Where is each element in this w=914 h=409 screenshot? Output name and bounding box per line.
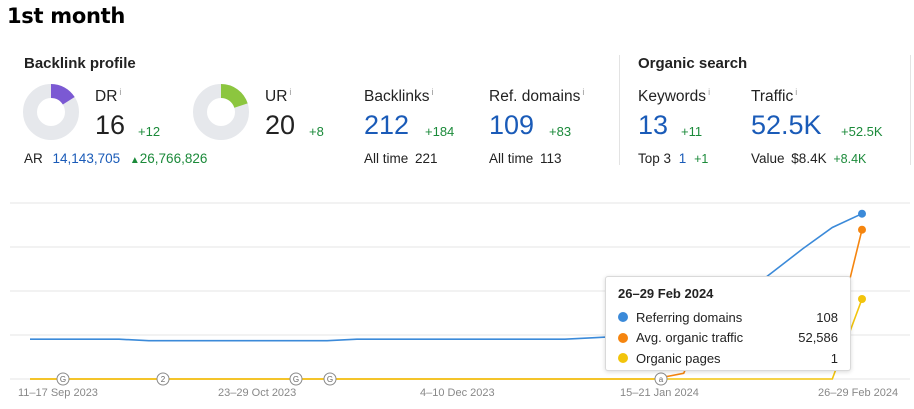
x-tick-label: 4–10 Dec 2023 xyxy=(420,387,495,399)
keywords-value[interactable]: 13 xyxy=(638,110,669,140)
ur-value: 20 xyxy=(265,110,296,140)
tooltip-row-name: Avg. organic traffic xyxy=(636,330,744,346)
dr-label: DR i xyxy=(95,87,121,106)
ur-delta: +8 xyxy=(309,124,324,139)
annotation-marker-circle xyxy=(654,372,668,386)
x-tick-label: 23–29 Oct 2023 xyxy=(218,387,297,399)
dr-info-icon[interactable]: i xyxy=(119,87,122,97)
tooltip-row-name: Organic pages xyxy=(636,350,721,366)
backlinks-all-time-label: All time xyxy=(364,151,409,166)
dr-value: 16 xyxy=(95,110,126,140)
tooltip-row-organic-pages: Organic pages 1 xyxy=(618,348,838,369)
keywords-top3-delta: +1 xyxy=(694,152,709,166)
backlinks-delta: +184 xyxy=(425,124,455,139)
traffic-label-text: Traffic xyxy=(751,88,794,106)
ur-info-icon[interactable]: i xyxy=(289,87,292,97)
annotation-marker: a xyxy=(654,372,668,386)
page-title: 1st month xyxy=(7,4,126,28)
traffic-label: Traffic i xyxy=(751,87,797,106)
keywords-label: Keywords i xyxy=(638,87,710,106)
annotation-marker-label: G xyxy=(60,375,66,384)
tooltip-row-referring-domains: Referring domains 108 xyxy=(618,307,838,328)
ur-donut-chart xyxy=(193,84,249,140)
traffic-value-row: Value $8.4K +8.4K xyxy=(751,151,866,166)
backlink-profile-title: Backlink profile xyxy=(24,55,136,72)
keywords-delta: +11 xyxy=(681,124,703,139)
ref-domains-all-time-label: All time xyxy=(489,151,534,166)
backlinks-label-text: Backlinks xyxy=(364,88,430,106)
tooltip-row-value: 108 xyxy=(816,309,838,325)
annotation-marker-label: a xyxy=(659,375,664,384)
x-tick-label: 15–21 Jan 2024 xyxy=(620,387,699,399)
keywords-top3-value[interactable]: 1 xyxy=(678,151,687,166)
annotation-marker: G xyxy=(56,372,70,386)
ref-domains-label-text: Ref. domains xyxy=(489,88,581,106)
x-tick-label: 26–29 Feb 2024 xyxy=(818,387,899,399)
traffic-info-icon[interactable]: i xyxy=(795,87,798,97)
traffic-value-delta: +8.4K xyxy=(833,152,867,166)
traffic-value-label: Value xyxy=(751,151,785,166)
referring-domains-legend-dot xyxy=(618,312,628,323)
annotation-marker: G xyxy=(289,372,303,386)
traffic-value-amount: $8.4K xyxy=(791,151,827,166)
backlinks-info-icon[interactable]: i xyxy=(431,87,434,97)
annotation-marker-circle xyxy=(156,372,170,386)
series-last-point xyxy=(858,295,866,303)
backlinks-value[interactable]: 212 xyxy=(364,110,410,140)
dr-donut-fill xyxy=(23,84,79,140)
ar-label: AR xyxy=(24,151,43,166)
ar-row: AR 14,143,705 ▲26,766,826 xyxy=(24,151,207,166)
ref-domains-delta: +83 xyxy=(549,124,572,139)
x-tick-label: 11–17 Sep 2023 xyxy=(18,387,98,399)
backlinks-all-time: All time 221 xyxy=(364,151,438,166)
keywords-label-text: Keywords xyxy=(638,88,707,106)
ar-up-arrow-icon: ▲ xyxy=(129,155,140,166)
dr-donut-chart xyxy=(23,84,79,140)
organic-pages-legend-dot xyxy=(618,353,628,364)
ref-domains-label: Ref. domains i xyxy=(489,87,584,106)
chart-tooltip: 26–29 Feb 2024 Referring domains 108 Avg… xyxy=(605,276,851,371)
tooltip-row-value: 1 xyxy=(830,350,838,366)
annotation-marker-label: 2 xyxy=(161,375,166,384)
ur-label: UR i xyxy=(265,87,291,106)
ar-delta: 26,766,826 xyxy=(139,151,208,166)
annotation-marker-label: G xyxy=(293,375,299,384)
keywords-info-icon[interactable]: i xyxy=(708,87,711,97)
tooltip-row-organic-traffic: Avg. organic traffic 52,586 xyxy=(618,328,838,349)
tooltip-date: 26–29 Feb 2024 xyxy=(618,286,714,301)
organic-search-title: Organic search xyxy=(638,55,748,72)
annotation-marker: 2 xyxy=(156,372,170,386)
backlinks-all-time-value: 221 xyxy=(415,151,438,166)
traffic-value[interactable]: 52.5K xyxy=(751,110,822,140)
series-last-point xyxy=(858,225,866,234)
ur-label-text: UR xyxy=(265,88,288,106)
keywords-top3: Top 3 1 +1 xyxy=(638,151,708,166)
tooltip-row-value: 52,586 xyxy=(798,330,838,346)
section-divider xyxy=(619,55,620,165)
annotation-marker-circle xyxy=(323,372,337,386)
ur-donut-fill xyxy=(193,84,249,140)
organic-traffic-legend-dot xyxy=(618,332,628,343)
dr-delta: +12 xyxy=(138,124,161,139)
keywords-top3-label: Top 3 xyxy=(638,151,672,166)
ref-domains-all-time: All time 113 xyxy=(489,151,562,166)
traffic-delta: +52.5K xyxy=(841,124,883,139)
section-right-border xyxy=(910,55,911,165)
annotation-marker-label: G xyxy=(327,375,333,384)
ar-value[interactable]: 14,143,705 xyxy=(52,151,121,166)
annotation-marker: G xyxy=(323,372,337,386)
dr-label-text: DR xyxy=(95,88,118,106)
ref-domains-all-time-value: 113 xyxy=(540,151,562,166)
annotation-marker-circle xyxy=(56,372,70,386)
annotation-marker-circle xyxy=(289,372,303,386)
series-last-point xyxy=(858,209,866,218)
ref-domains-info-icon[interactable]: i xyxy=(582,87,585,97)
backlinks-label: Backlinks i xyxy=(364,87,433,106)
tooltip-row-name: Referring domains xyxy=(636,309,743,325)
ref-domains-value[interactable]: 109 xyxy=(489,110,535,140)
